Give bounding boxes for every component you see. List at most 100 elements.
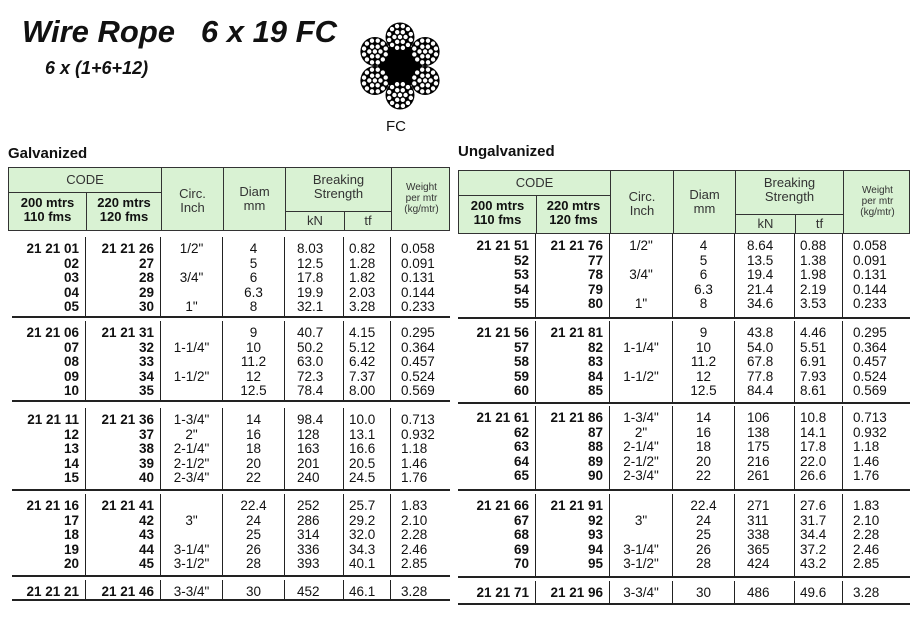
wire [397, 34, 403, 40]
cell-diam: 28 [695, 556, 712, 572]
header-code-220-line: 220 mtrs [97, 195, 151, 210]
column-tf: 10.8 14.1 17.8 22.0 26.6 [794, 406, 842, 489]
column-circ: 1-1/4" 1-1/2" [609, 321, 672, 402]
cell-weight: 0.091 [853, 252, 887, 268]
cell-tf: 7.37 [349, 368, 376, 384]
header-code-200: 200 mtrs 110 fms [459, 196, 536, 227]
column-weight: 3.28 [842, 581, 910, 603]
cell-code-220: 21 21 86 [550, 410, 603, 425]
cell-tf: 5.51 [800, 339, 827, 355]
column-weight: 3.28 [390, 580, 450, 599]
cell-kn: 393 [297, 556, 320, 572]
cell-weight: 0.364 [853, 339, 887, 355]
column-tf: 4.15 5.12 6.42 7.37 8.00 [343, 321, 390, 400]
cell-code-220: 78 [587, 267, 603, 283]
cell-tf: 32.0 [349, 527, 376, 543]
cell-kn: 286 [297, 512, 320, 528]
cell-diam: 6 [249, 270, 258, 286]
cell-diam: 24 [695, 512, 712, 528]
cell-code-200: 02 [63, 255, 79, 271]
cell-code-200: 63 [513, 439, 529, 455]
wire [374, 37, 381, 44]
cell-circ [161, 257, 222, 272]
cell-diam: 12 [695, 368, 712, 384]
wire [377, 77, 384, 84]
cell-circ: 1-1/2" [623, 368, 659, 384]
cell-code-200: 54 [513, 281, 529, 297]
column-code-220: 21 21 26 27 28 29 30 [85, 237, 160, 316]
wire [382, 51, 389, 58]
column-weight: 1.83 2.10 2.28 2.46 2.85 [842, 494, 910, 576]
cell-code-220: 94 [587, 541, 603, 557]
wire [380, 85, 386, 92]
wire [405, 26, 411, 32]
cell-code-220: 28 [138, 270, 154, 286]
cell-diam: 8 [249, 299, 258, 315]
header-diam-line: mm [243, 198, 266, 213]
wire [425, 43, 431, 50]
column-code-200: 21 21 11 12 13 14 15 [8, 408, 85, 489]
cell-weight: 1.83 [853, 498, 880, 513]
cell-circ: 1/2" [629, 238, 653, 253]
cell-tf: 34.3 [349, 541, 376, 557]
cell-code-200: 53 [513, 267, 529, 283]
header-code-200-line: 110 fms [473, 212, 522, 227]
cell-code-220: 84 [587, 368, 603, 384]
wire [430, 69, 436, 76]
wire [369, 72, 375, 79]
cell-weight: 1.76 [853, 468, 880, 484]
wire [427, 77, 434, 84]
column-code-220: 21 21 41 42 43 44 45 [85, 494, 160, 575]
cell-circ [161, 286, 222, 301]
cell-tf: 8.61 [800, 383, 827, 399]
wire [408, 89, 414, 95]
column-circ: 1/2" 3/4" 1" [160, 237, 222, 316]
column-weight: 0.295 0.364 0.457 0.524 0.569 [390, 321, 450, 400]
wire [364, 40, 370, 47]
cell-kn: 8.64 [747, 238, 774, 253]
header-code-200-line: 200 mtrs [470, 198, 525, 213]
wire [374, 72, 381, 79]
wire [414, 56, 421, 63]
column-diam: 4 5 6 6.3 8 [672, 234, 734, 317]
row-divider [458, 402, 910, 404]
cell-code-200: 17 [63, 512, 79, 528]
cell-code-200: 13 [63, 441, 79, 457]
cell-kn: 67.8 [747, 354, 774, 370]
column-diam: 30 [672, 581, 734, 603]
wire [389, 100, 395, 106]
column-code-200: 21 21 21 [8, 580, 85, 599]
cell-weight: 1.83 [401, 498, 428, 513]
cell-circ: 3-1/2" [623, 556, 659, 572]
cell-weight: 0.233 [853, 296, 887, 312]
column-code-200: 21 21 51 52 53 54 55 [458, 234, 535, 317]
cell-tf: 20.5 [349, 455, 376, 471]
cell-code-220: 21 21 81 [550, 325, 603, 340]
cell-circ: 2-3/4" [623, 468, 659, 484]
cell-diam: 18 [245, 441, 262, 457]
cell-diam: 30 [245, 584, 262, 599]
cell-kn: 40.7 [297, 325, 324, 340]
cell-tf: 31.7 [800, 512, 827, 528]
cell-weight: 1.46 [401, 455, 428, 471]
cell-weight: 0.457 [401, 354, 435, 370]
cell-circ: 3" [634, 512, 648, 528]
cell-diam: 10 [695, 339, 712, 355]
cell-weight: 2.10 [401, 512, 428, 528]
cell-weight: 0.524 [401, 368, 435, 384]
row-divider [12, 400, 450, 402]
wire [386, 89, 392, 95]
header-code: CODE [9, 168, 161, 193]
cell-circ: 1-1/4" [173, 339, 210, 355]
column-circ: 3" 3-1/4" 3-1/2" [160, 494, 222, 575]
column-tf: 46.1 [343, 580, 390, 599]
cell-code-220: 38 [138, 441, 154, 457]
cell-tf: 1.98 [800, 267, 827, 283]
column-weight: 0.295 0.364 0.457 0.524 0.569 [842, 321, 910, 402]
cell-code-220: 21 21 46 [101, 584, 154, 599]
header-weight-line: per mtr [405, 193, 438, 204]
wire [386, 31, 392, 37]
header-code-200: 200 mtrs 110 fms [9, 193, 86, 224]
wire [422, 77, 428, 84]
cell-circ [610, 254, 672, 269]
